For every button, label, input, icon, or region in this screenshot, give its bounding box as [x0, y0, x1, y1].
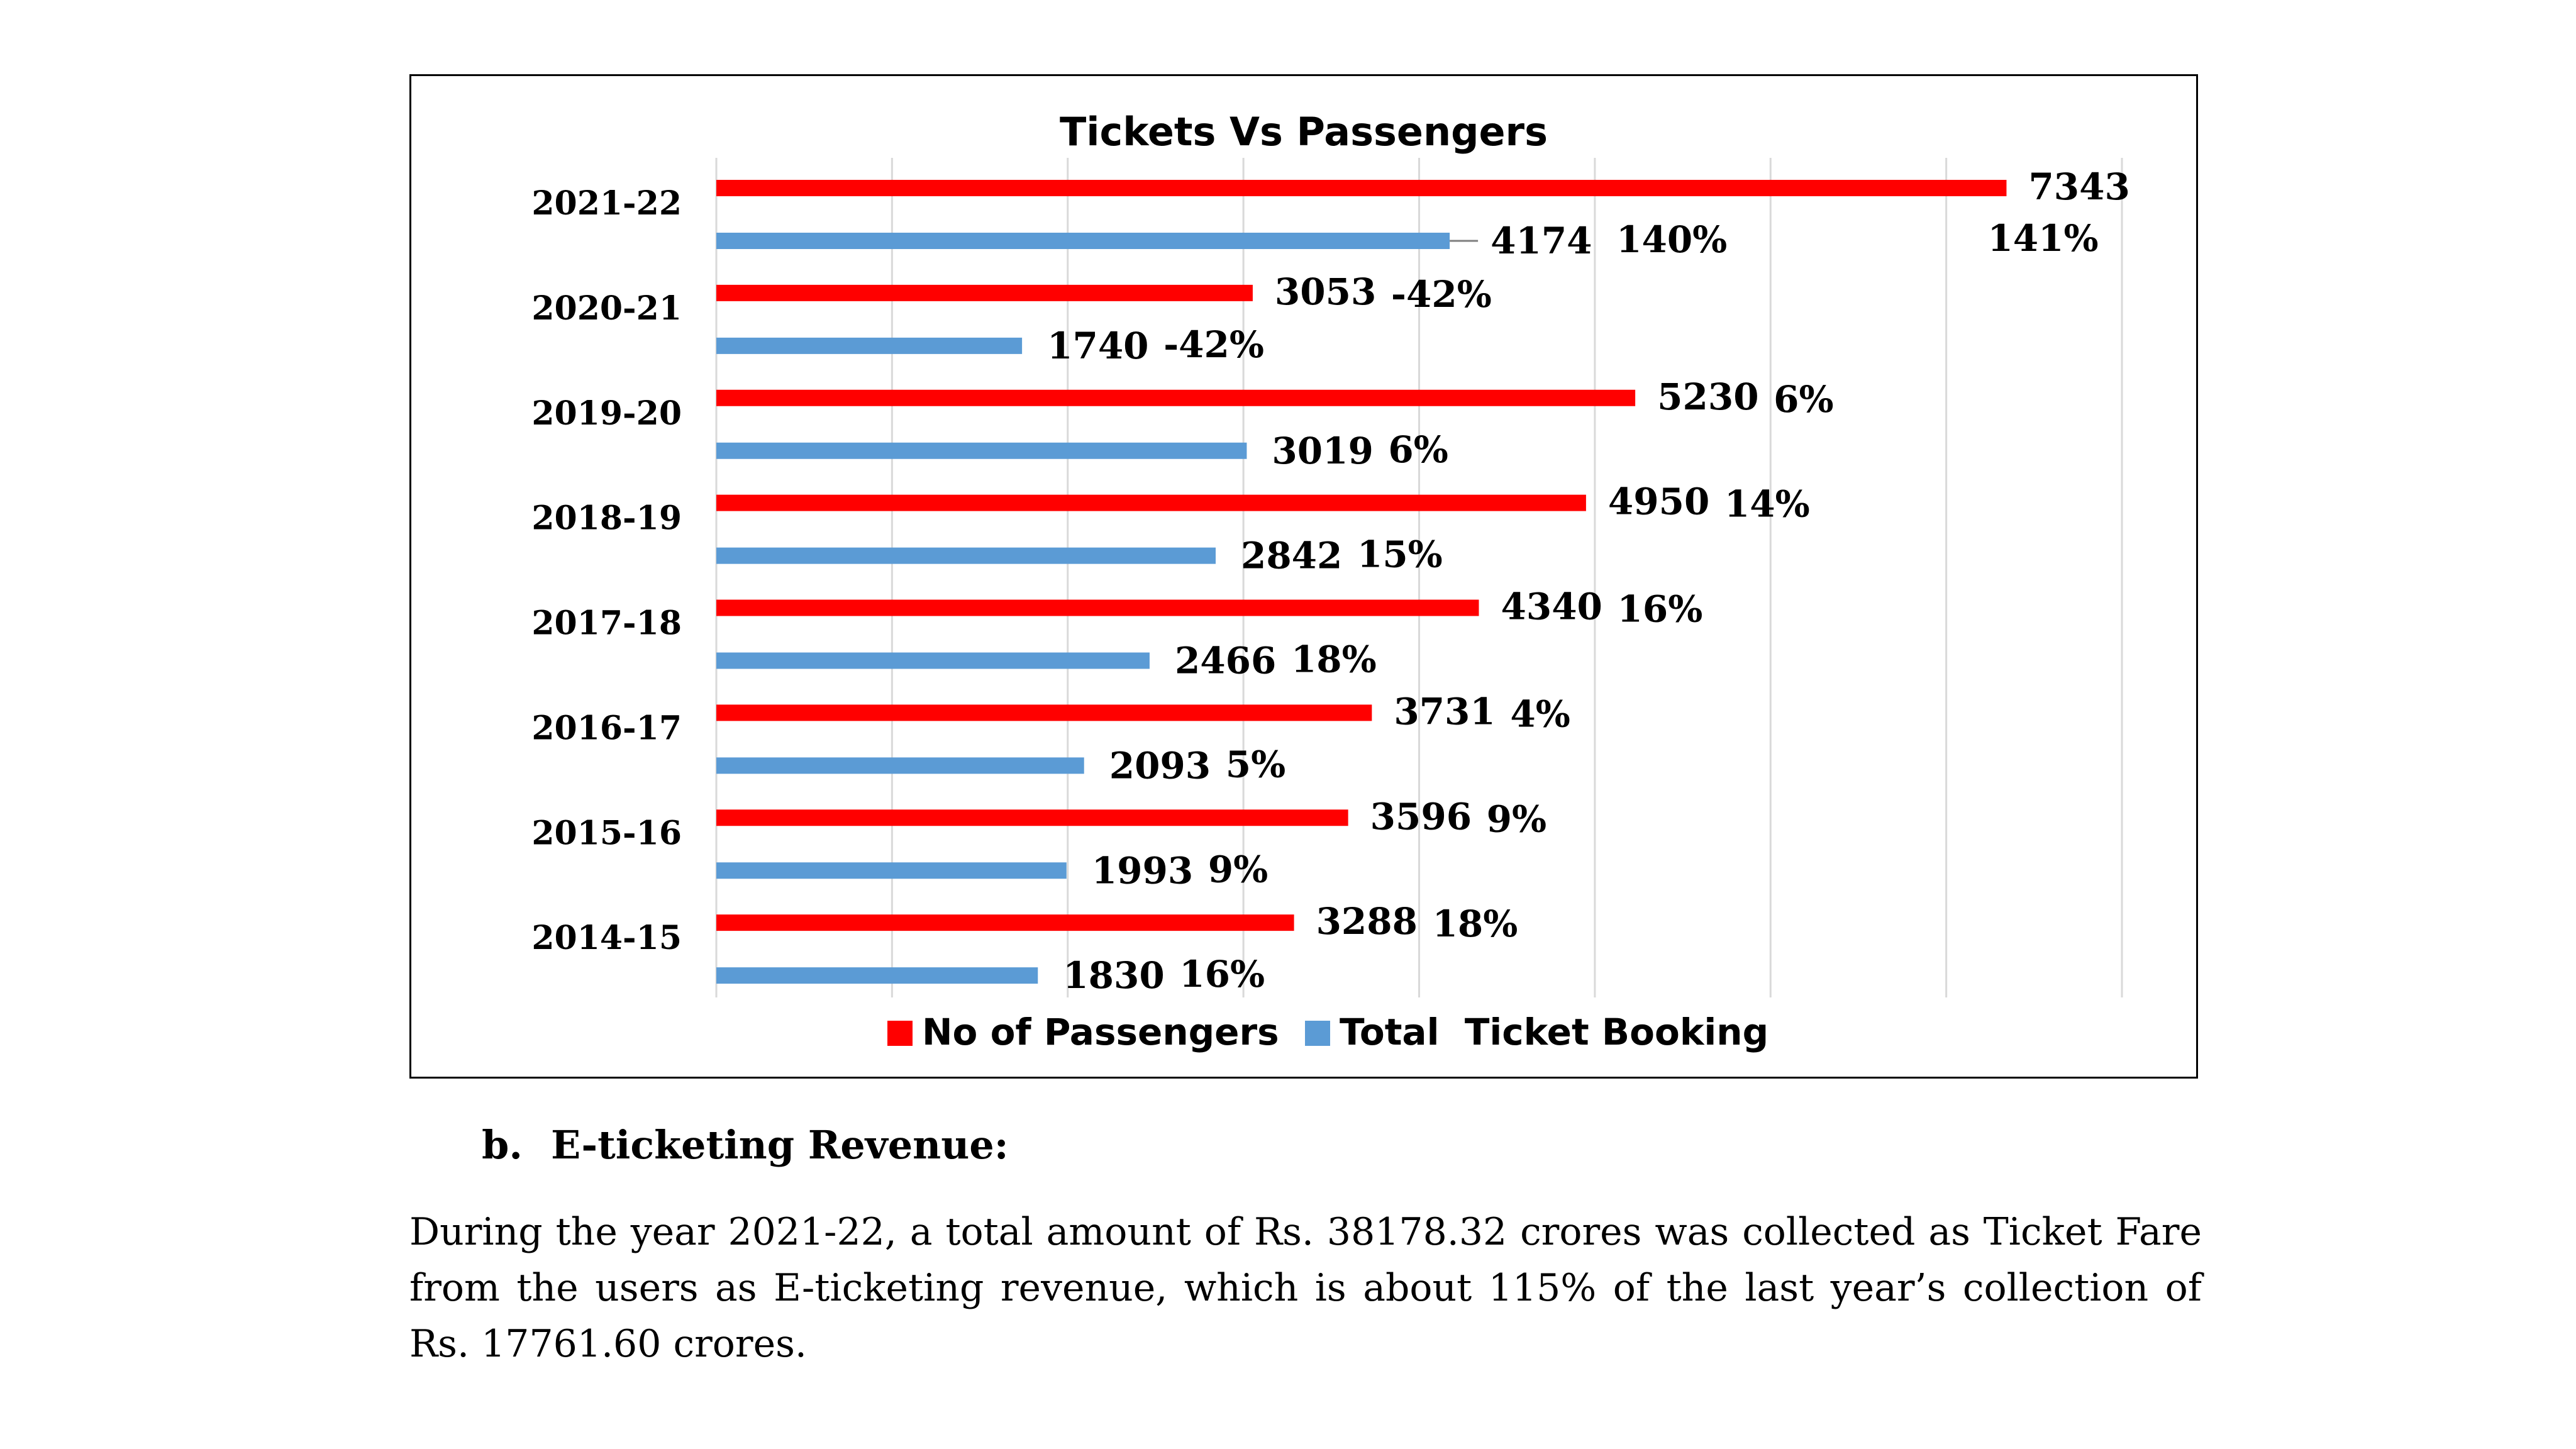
passengers-growth-label: 6% — [1774, 378, 1833, 421]
ticket-booking-value-label: 3019 — [1272, 430, 1373, 472]
passengers-bar — [716, 809, 1348, 826]
ticket-booking-value-label: 1830 — [1063, 954, 1164, 997]
ticket-booking-bar — [716, 967, 1038, 984]
passengers-growth-label: 9% — [1487, 797, 1546, 840]
ticket-booking-growth-label: 6% — [1388, 428, 1448, 471]
category-label: 2014-15 — [531, 919, 682, 957]
ticket-booking-growth-label: 16% — [1179, 953, 1265, 996]
ticket-booking-bar — [716, 233, 1450, 249]
category-label: 2016-17 — [531, 709, 682, 747]
bar-chart: Tickets Vs Passengers 2021-22 7343 141% 4174… — [531, 109, 2130, 1053]
passengers-bar — [716, 704, 1372, 721]
ticket-booking-growth-label: 9% — [1208, 848, 1268, 891]
passengers-value-label: 3596 — [1370, 795, 1472, 838]
ticket-booking-value-label: 2466 — [1175, 640, 1276, 682]
ticket-booking-value-label: 2842 — [1241, 535, 1342, 577]
legend-passengers-swatch — [887, 1021, 913, 1046]
passengers-growth-label: 14% — [1724, 483, 1810, 526]
passengers-growth-label: 4% — [1510, 692, 1570, 735]
category-label: 2017-18 — [531, 604, 682, 643]
ticket-booking-bar — [716, 442, 1247, 459]
passengers-growth-label: -42% — [1391, 273, 1492, 316]
ticket-booking-growth-label: 140% — [1616, 218, 1727, 261]
passengers-value-label: 5230 — [1657, 375, 1758, 418]
section-heading: b. E-ticketing Revenue: — [482, 1122, 1009, 1168]
category-label: 2020-21 — [531, 289, 682, 328]
ticket-booking-growth-label: 5% — [1226, 743, 1285, 786]
passengers-bar — [716, 180, 2007, 196]
category-label: 2021-22 — [531, 184, 682, 223]
legend-ticket-booking-label: Total Ticket Booking — [1340, 1011, 1768, 1053]
legend-passengers-label: No of Passengers — [922, 1011, 1279, 1053]
ticket-booking-bar — [716, 862, 1067, 879]
ticket-booking-value-label: 1740 — [1047, 325, 1148, 367]
passengers-growth-label: 16% — [1617, 588, 1702, 631]
ticket-booking-value-label: 1993 — [1092, 849, 1193, 892]
section-marker: b. — [482, 1122, 523, 1168]
category-label: 2019-20 — [531, 394, 682, 433]
category-label: 2015-16 — [531, 814, 682, 852]
passengers-growth-label: 141% — [1987, 217, 2098, 260]
passengers-value-label: 3731 — [1394, 690, 1495, 733]
revenue-paragraph: During the year 2021-22, a total amount … — [409, 1210, 2202, 1366]
passengers-bar — [716, 914, 1294, 931]
passengers-value-label: 3288 — [1316, 900, 1418, 943]
passengers-growth-label: 18% — [1433, 902, 1518, 945]
ticket-booking-growth-label: 15% — [1357, 533, 1443, 576]
passengers-value-label: 7343 — [2028, 165, 2129, 208]
ticket-booking-bar — [716, 757, 1084, 774]
section-title: E-ticketing Revenue: — [551, 1122, 1009, 1168]
ticket-booking-growth-label: 18% — [1291, 638, 1377, 681]
ticket-booking-value-label: 2093 — [1109, 744, 1211, 787]
ticket-booking-bar — [716, 547, 1216, 564]
passengers-value-label: 4950 — [1608, 480, 1709, 523]
chart-title: Tickets Vs Passengers — [1060, 109, 1548, 155]
passengers-bar — [716, 284, 1253, 301]
passengers-bar — [716, 494, 1586, 511]
chart-frame: Tickets Vs Passengers 2021-22 7343 141% 4174… — [409, 74, 2198, 1079]
passengers-value-label: 4340 — [1501, 586, 1602, 628]
ticket-booking-bar — [716, 337, 1023, 354]
category-label: 2018-19 — [531, 499, 682, 538]
ticket-booking-growth-label: -42% — [1163, 323, 1264, 366]
passengers-bar — [716, 389, 1636, 406]
ticket-booking-bar — [716, 652, 1150, 669]
ticket-booking-value-label: 4174 — [1491, 219, 1592, 262]
legend-ticket-booking-swatch — [1305, 1021, 1330, 1046]
passengers-value-label: 3053 — [1275, 270, 1376, 313]
passengers-bar — [716, 599, 1479, 616]
